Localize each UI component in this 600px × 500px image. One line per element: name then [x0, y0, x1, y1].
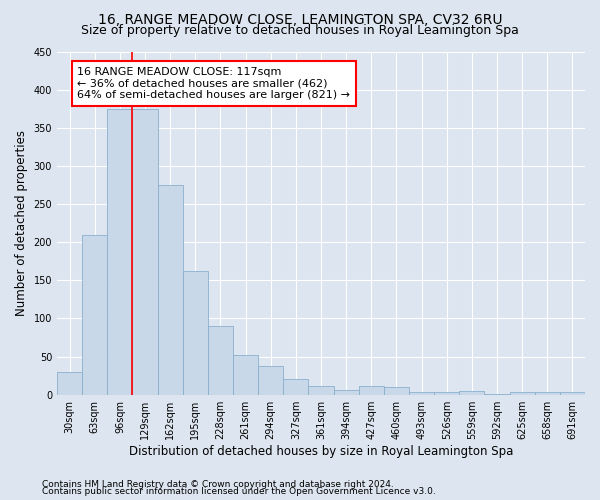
Bar: [208, 326, 233, 394]
Bar: [459, 391, 484, 394]
Text: 16, RANGE MEADOW CLOSE, LEAMINGTON SPA, CV32 6RU: 16, RANGE MEADOW CLOSE, LEAMINGTON SPA, …: [98, 12, 502, 26]
Bar: [258, 366, 283, 394]
X-axis label: Distribution of detached houses by size in Royal Leamington Spa: Distribution of detached houses by size …: [129, 444, 513, 458]
Bar: [233, 355, 258, 395]
Bar: [158, 185, 183, 394]
Y-axis label: Number of detached properties: Number of detached properties: [15, 130, 28, 316]
Bar: [535, 392, 560, 394]
Bar: [82, 234, 107, 394]
Bar: [107, 108, 133, 395]
Text: Contains public sector information licensed under the Open Government Licence v3: Contains public sector information licen…: [42, 488, 436, 496]
Text: 16 RANGE MEADOW CLOSE: 117sqm
← 36% of detached houses are smaller (462)
64% of : 16 RANGE MEADOW CLOSE: 117sqm ← 36% of d…: [77, 67, 350, 100]
Bar: [57, 372, 82, 394]
Text: Size of property relative to detached houses in Royal Leamington Spa: Size of property relative to detached ho…: [81, 24, 519, 37]
Bar: [434, 392, 459, 394]
Bar: [283, 380, 308, 394]
Bar: [384, 387, 409, 394]
Bar: [409, 392, 434, 394]
Bar: [183, 271, 208, 394]
Bar: [560, 392, 585, 394]
Bar: [308, 386, 334, 394]
Bar: [334, 390, 359, 394]
Bar: [133, 108, 158, 395]
Text: Contains HM Land Registry data © Crown copyright and database right 2024.: Contains HM Land Registry data © Crown c…: [42, 480, 394, 489]
Bar: [359, 386, 384, 394]
Bar: [509, 392, 535, 394]
